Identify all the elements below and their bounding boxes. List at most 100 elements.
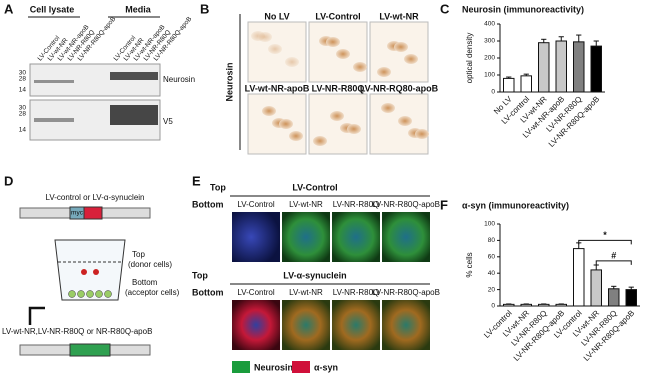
cell xyxy=(289,131,303,141)
marker: 14 xyxy=(19,127,27,134)
panel-a: A Cell lysate Media LV-ControlLV-wt-NRLV… xyxy=(4,1,195,141)
y-tick-label: 20 xyxy=(488,286,496,293)
cell xyxy=(353,62,367,72)
column-label: LV-NR-R80Q xyxy=(333,288,380,297)
cell xyxy=(258,32,272,42)
micrograph xyxy=(232,300,280,350)
bar xyxy=(538,303,550,307)
marker: 30 xyxy=(19,105,27,112)
marker: 28 xyxy=(19,76,27,83)
bar xyxy=(573,41,585,93)
cell xyxy=(394,42,408,52)
images: LV-Control LV-wt-NR LV-NR-R80QLV-NR-R80Q-a… xyxy=(232,200,440,373)
bar xyxy=(555,303,567,307)
y-tick-label: 40 xyxy=(488,270,496,277)
group-label: Cell lysate xyxy=(30,4,75,14)
significance-bracket xyxy=(578,239,632,245)
image-label: LV-Control xyxy=(315,11,360,21)
bar xyxy=(555,40,567,93)
micrograph xyxy=(282,212,330,262)
top-note: (donor cells) xyxy=(128,260,172,269)
y-tick-label: 60 xyxy=(488,254,496,261)
bar xyxy=(503,77,515,93)
arrow xyxy=(28,306,45,325)
y-axis-label: optical density xyxy=(465,33,474,84)
annotation: * xyxy=(603,230,607,240)
bar xyxy=(520,303,532,307)
column-label: LV-NR-R80Q-apoB xyxy=(372,200,440,209)
micrograph xyxy=(369,93,429,155)
vector-label: LV-control or LV-α-synuclein xyxy=(45,193,144,202)
y-tick-label: 200 xyxy=(484,55,495,62)
y-tick-label: 0 xyxy=(491,303,495,310)
cell xyxy=(404,54,418,64)
bottom-label: Bottom xyxy=(192,287,224,297)
cell xyxy=(398,116,412,126)
band xyxy=(110,105,158,125)
bar xyxy=(608,288,620,307)
micrograph xyxy=(282,300,330,350)
cell xyxy=(326,37,340,47)
bar xyxy=(573,248,585,307)
column-label: LV-wt-NR xyxy=(289,288,323,297)
blot-label: V5 xyxy=(163,117,173,126)
insert xyxy=(69,343,111,357)
chart-title: α-syn (immunoreactivity) xyxy=(462,200,569,210)
cell xyxy=(415,129,429,139)
panel-d: D LV-control or LV-α-synuclein myc Top (… xyxy=(2,173,180,357)
panel-label: D xyxy=(4,173,13,188)
micrograph xyxy=(382,300,430,350)
micrograph xyxy=(232,212,280,262)
y-tick-label: 100 xyxy=(484,72,495,79)
bar xyxy=(538,42,550,93)
vector-label: LV-wt-NR,LV-NR-R80Q or NR-R80Q-apoB xyxy=(2,327,152,336)
micrograph xyxy=(382,212,430,262)
panel-label: F xyxy=(440,197,448,212)
bottom-label: Bottom xyxy=(132,278,158,287)
cell xyxy=(336,49,350,59)
image-label: LV-wt-NR xyxy=(379,11,419,21)
y-tick-label: 100 xyxy=(484,221,495,228)
marker: 14 xyxy=(19,87,27,94)
panel-label: C xyxy=(440,1,450,16)
column-label: LV-Control xyxy=(237,200,274,209)
band xyxy=(34,80,74,83)
cell xyxy=(268,44,282,54)
legend-swatch xyxy=(232,361,250,373)
legend-label: α-syn xyxy=(314,362,338,372)
cell xyxy=(262,106,276,116)
y-axis-label: % cells xyxy=(465,252,474,277)
bar xyxy=(520,75,532,93)
significance-bracket xyxy=(595,260,632,265)
lanes: LV-ControlLV-wt-NRLV-wt-NR-apoBLV-NR-R80… xyxy=(36,16,193,63)
panel-b: B Neurosin No LV LV-Control LV-wt-NR LV-wt-… xyxy=(200,1,439,155)
band xyxy=(110,72,158,80)
top-label: Top xyxy=(210,182,226,192)
cell xyxy=(377,67,391,77)
y-tick-label: 400 xyxy=(484,21,495,28)
marker: 28 xyxy=(19,111,27,118)
condition-label: LV-Control xyxy=(292,182,337,192)
legend-label: Neurosin xyxy=(254,362,293,372)
insert-label: myc xyxy=(71,210,84,217)
cell xyxy=(347,124,361,134)
y-tick-label: 0 xyxy=(491,89,495,96)
condition-label: LV-α-synuclein xyxy=(283,270,346,280)
column-label: LV-Control xyxy=(237,288,274,297)
cell xyxy=(330,111,344,121)
micrograph xyxy=(332,212,380,262)
column-label: LV-NR-R80Q-apoB xyxy=(372,288,440,297)
top-label: Top xyxy=(132,250,145,259)
micrograph xyxy=(332,300,380,350)
legend-swatch xyxy=(292,361,310,373)
panel-label: B xyxy=(200,1,209,16)
stain-label: Neurosin xyxy=(224,62,234,101)
cell xyxy=(313,136,327,146)
cell xyxy=(81,269,87,275)
column-label: LV-NR-R80Q xyxy=(333,200,380,209)
bar xyxy=(503,303,515,307)
blot-label: Neurosin xyxy=(163,75,195,84)
image-label: No LV xyxy=(264,11,289,21)
